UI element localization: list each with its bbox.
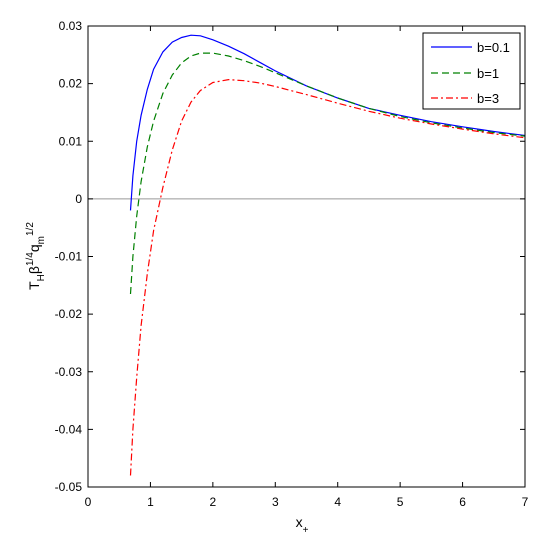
y-tick-label: -0.05 [55, 480, 83, 494]
y-tick-label: 0.01 [59, 134, 83, 148]
y-label-H-sub: H [36, 274, 47, 281]
series-layer [129, 34, 525, 476]
y-tick-label: -0.02 [55, 307, 83, 321]
legend: b=0.1 b=1 b=3 [422, 32, 521, 110]
x-tick-label: 1 [147, 495, 154, 509]
x-tick-label: 7 [522, 495, 529, 509]
y-tick-label: 0.03 [59, 19, 83, 33]
y-label-quarter-sup: 1/4 [25, 252, 36, 266]
series-line-b1 [129, 52, 525, 295]
x-axis-label-subscript: + [303, 525, 309, 536]
x-tick-label: 0 [85, 495, 92, 509]
y-label-q: q [26, 244, 42, 252]
x-tick-label: 6 [459, 495, 466, 509]
y-label-T: T [26, 281, 42, 290]
legend-label-b1: b=1 [477, 66, 499, 81]
legend-box [422, 32, 521, 110]
y-tick-label: -0.01 [55, 250, 83, 264]
y-tick-label: 0 [75, 192, 82, 206]
x-tick-label: 2 [210, 495, 217, 509]
x-tick-label: 4 [334, 495, 341, 509]
y-axis-label: THβ1/4qm1/2 [25, 222, 47, 290]
y-label-beta: β [26, 266, 42, 274]
y-tick-label: -0.04 [55, 422, 83, 436]
series-line-b01 [129, 34, 525, 211]
x-tick-label: 3 [272, 495, 279, 509]
x-axis-label-main: x [296, 514, 303, 530]
y-label-half-sup: 1/2 [25, 222, 36, 236]
y-tick-label: 0.02 [59, 77, 83, 91]
legend-label-b01: b=0.1 [477, 40, 510, 55]
x-axis-label: x+ [296, 514, 309, 536]
y-label-m-sub: m [36, 236, 47, 244]
y-tick-label: -0.03 [55, 365, 83, 379]
tick-layer: 0 1 2 3 4 5 6 7 -0.05 -0.04 -0.03 -0.02 -0.01 0 0.01 0.… [55, 19, 529, 509]
legend-label-b3: b=3 [477, 91, 499, 106]
x-tick-label: 5 [397, 495, 404, 509]
